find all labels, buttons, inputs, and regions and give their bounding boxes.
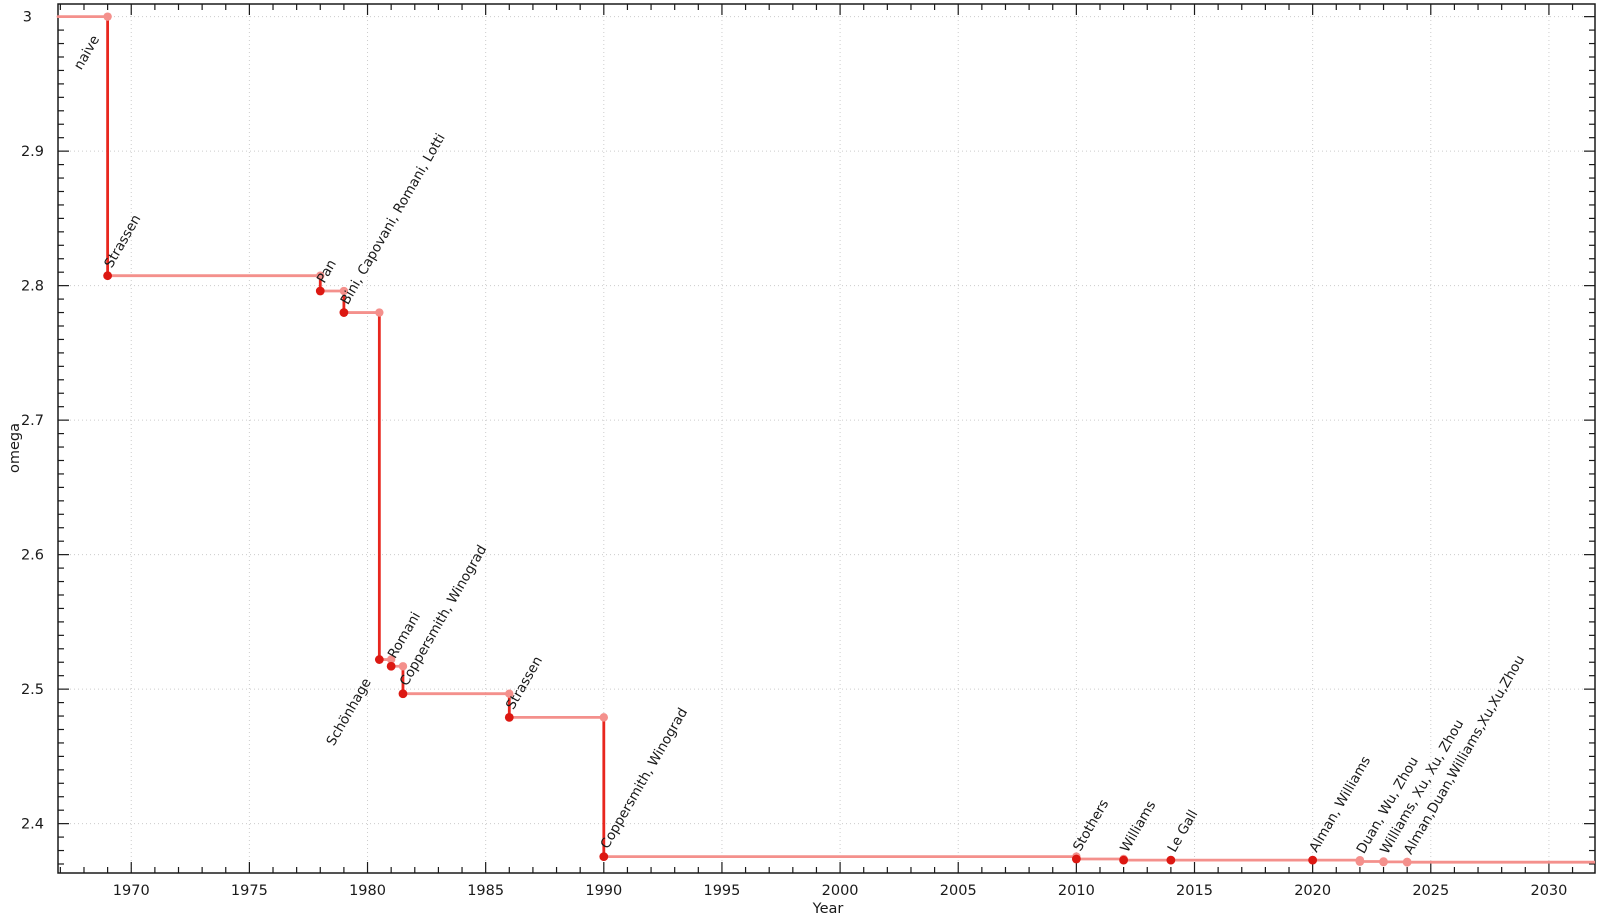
y-axis-label: omega: [7, 422, 23, 473]
data-point: [1379, 857, 1388, 867]
tick-label: 2.4: [21, 817, 44, 833]
corner-marker: [375, 308, 384, 317]
tick-label: 1980: [349, 883, 386, 899]
corner-marker: [103, 12, 112, 21]
tick-label: 2.7: [21, 413, 44, 429]
tick-label: 1970: [113, 883, 150, 899]
point-label: Coppersmith, Winograd: [597, 705, 691, 851]
x-axis-label: Year: [812, 901, 844, 917]
gridlines: [58, 4, 1595, 873]
point-label: Bini, Capovani, Romani, Lotti: [338, 131, 449, 308]
data-point: [504, 712, 514, 722]
step-segments: [56, 15, 1595, 864]
tick-label: 2010: [1058, 883, 1095, 899]
point-label: Alman,Duan,Williams,Xu,Xu,Zhou: [1401, 653, 1528, 858]
tick-label: 2020: [1294, 883, 1331, 899]
tick-label: 2.5: [21, 682, 44, 698]
data-point: [599, 852, 609, 861]
point-label: Strassen: [503, 654, 546, 713]
point-label: naive: [71, 33, 103, 73]
data-point: [1402, 857, 1412, 867]
tick-label: 2.6: [21, 548, 44, 564]
tick-label: 2.8: [21, 279, 44, 295]
corner-marker: [316, 271, 325, 280]
tick-label: 2000: [822, 883, 859, 899]
tick-label: 2.9: [21, 144, 44, 160]
corner-marker: [386, 655, 396, 664]
point-label: Le Gall: [1164, 807, 1201, 855]
corner-marker: [398, 662, 408, 671]
data-point: [1355, 857, 1365, 866]
data-point: [339, 308, 349, 317]
drop-segments: [106, 15, 1409, 864]
tick-label: 2025: [1412, 883, 1449, 899]
point-label: Stothers: [1070, 797, 1112, 854]
data-point: [315, 286, 325, 296]
corner-marker: [599, 713, 609, 722]
tick-label: 1975: [231, 883, 268, 899]
tick-label: 1985: [467, 883, 504, 899]
spines: [57, 3, 1596, 874]
ticks: [58, 4, 1595, 873]
data-point: [1308, 855, 1318, 865]
point-label: Pan: [314, 257, 340, 286]
data-point: [386, 661, 396, 671]
data-point: [103, 271, 113, 281]
data-point: [374, 655, 384, 664]
data-point: [1071, 854, 1081, 864]
tick-label: 1990: [585, 883, 622, 899]
corner-markers: [103, 12, 1412, 867]
tick-labels: 1970 1975 1980 1985 1990 1995 2000 2005 2010 2015…: [21, 10, 1567, 899]
tick-label: 2015: [1176, 883, 1213, 899]
corner-marker: [339, 286, 349, 296]
tick-label: 3: [23, 10, 32, 26]
point-label: Williams: [1117, 798, 1159, 855]
data-points: [103, 271, 1412, 867]
data-point: [1166, 855, 1176, 865]
corner-marker: [505, 689, 514, 698]
plot-border: [57, 3, 1596, 874]
data-point: [1119, 855, 1129, 865]
tick-label: 1995: [703, 883, 740, 899]
tick-label: 2005: [940, 883, 977, 899]
data-point: [398, 689, 408, 699]
tick-label: 2030: [1530, 883, 1567, 899]
